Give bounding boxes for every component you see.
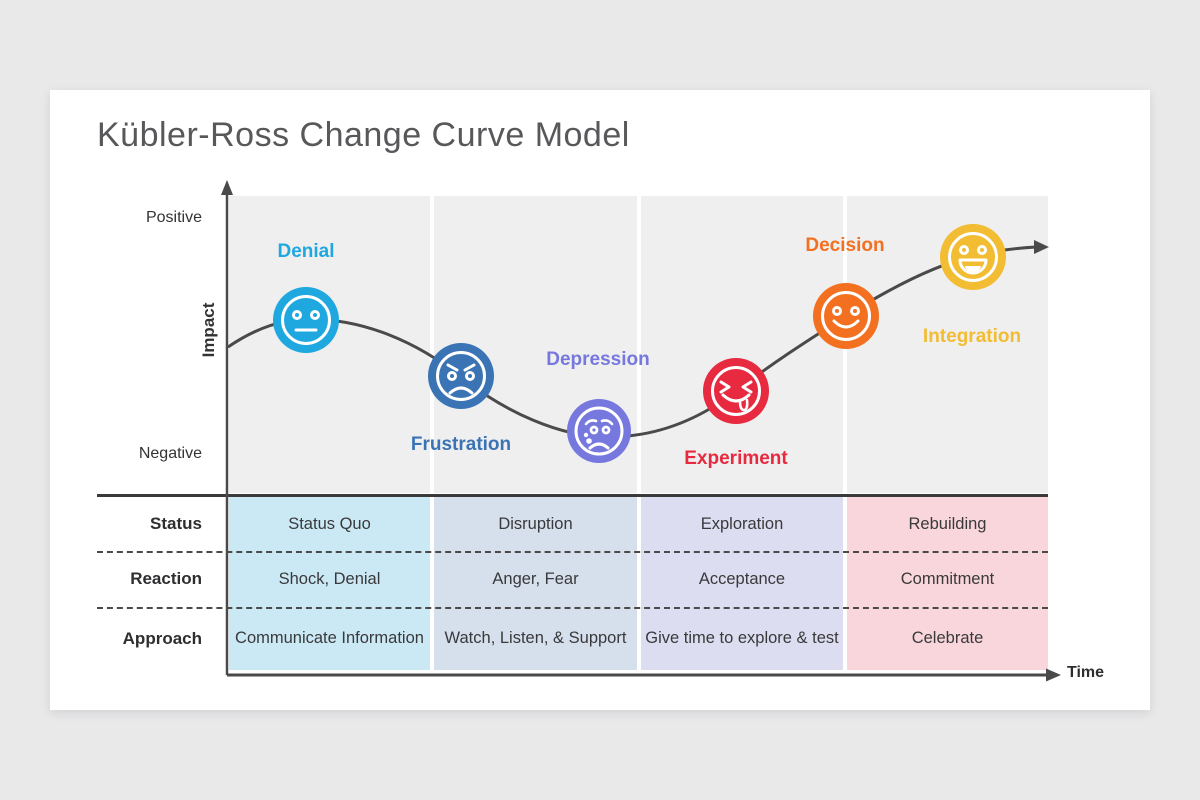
y-axis-title: Impact [199,302,218,358]
table-column-disruption: Disruption Anger, Fear Watch, Listen, & … [434,497,637,670]
table-cell-status: Exploration [700,514,784,533]
stage-label-experiment: Experiment [684,448,788,469]
table-cell-approach: Watch, Listen, & Support [444,629,627,647]
y-axis-positive-label: Positive [145,209,202,226]
row-header-status: Status [150,514,202,533]
table-column-rebuilding: Rebuilding Commitment Celebrate [847,497,1048,670]
row-header-reaction: Reaction [130,569,202,588]
table-column-exploration: Exploration Acceptance Give time to expl… [641,497,843,670]
y-axis-arrow-icon [221,180,233,195]
page-title: Kübler-Ross Change Curve Model [97,116,630,154]
slide-card: Kübler-Ross Change Curve Model Status Qu… [50,90,1150,710]
x-axis-arrow-icon [1046,668,1061,682]
table-cell-approach: Celebrate [911,629,984,647]
table-cell-approach: Give time to explore & test [645,629,839,647]
stage-label-decision: Decision [805,235,885,256]
row-header-approach: Approach [122,628,202,648]
y-axis-negative-label: Negative [138,445,202,462]
table-cell-approach: Communicate Information [235,629,424,647]
table-cell-reaction: Commitment [900,569,995,588]
row-divider-dashed [97,607,1048,609]
stage-label-integration: Integration [922,326,1022,347]
table-cell-status: Disruption [498,514,573,533]
table-cell-reaction: Acceptance [698,569,786,588]
stage-label-denial: Denial [277,241,335,262]
x-axis-title: Time [1067,664,1105,681]
table-cell-status: Status Quo [288,514,371,533]
table-top-border [97,494,1048,497]
stage-label-frustration: Frustration [410,434,512,455]
table-cell-reaction: Anger, Fear [492,569,579,588]
stage-label-depression: Depression [546,349,650,370]
table-column-status-quo: Status Quo Shock, Denial Communicate Inf… [229,497,430,670]
table-cell-reaction: Shock, Denial [278,569,381,588]
row-divider-dashed [97,551,1048,553]
table-cell-status: Rebuilding [908,514,987,533]
